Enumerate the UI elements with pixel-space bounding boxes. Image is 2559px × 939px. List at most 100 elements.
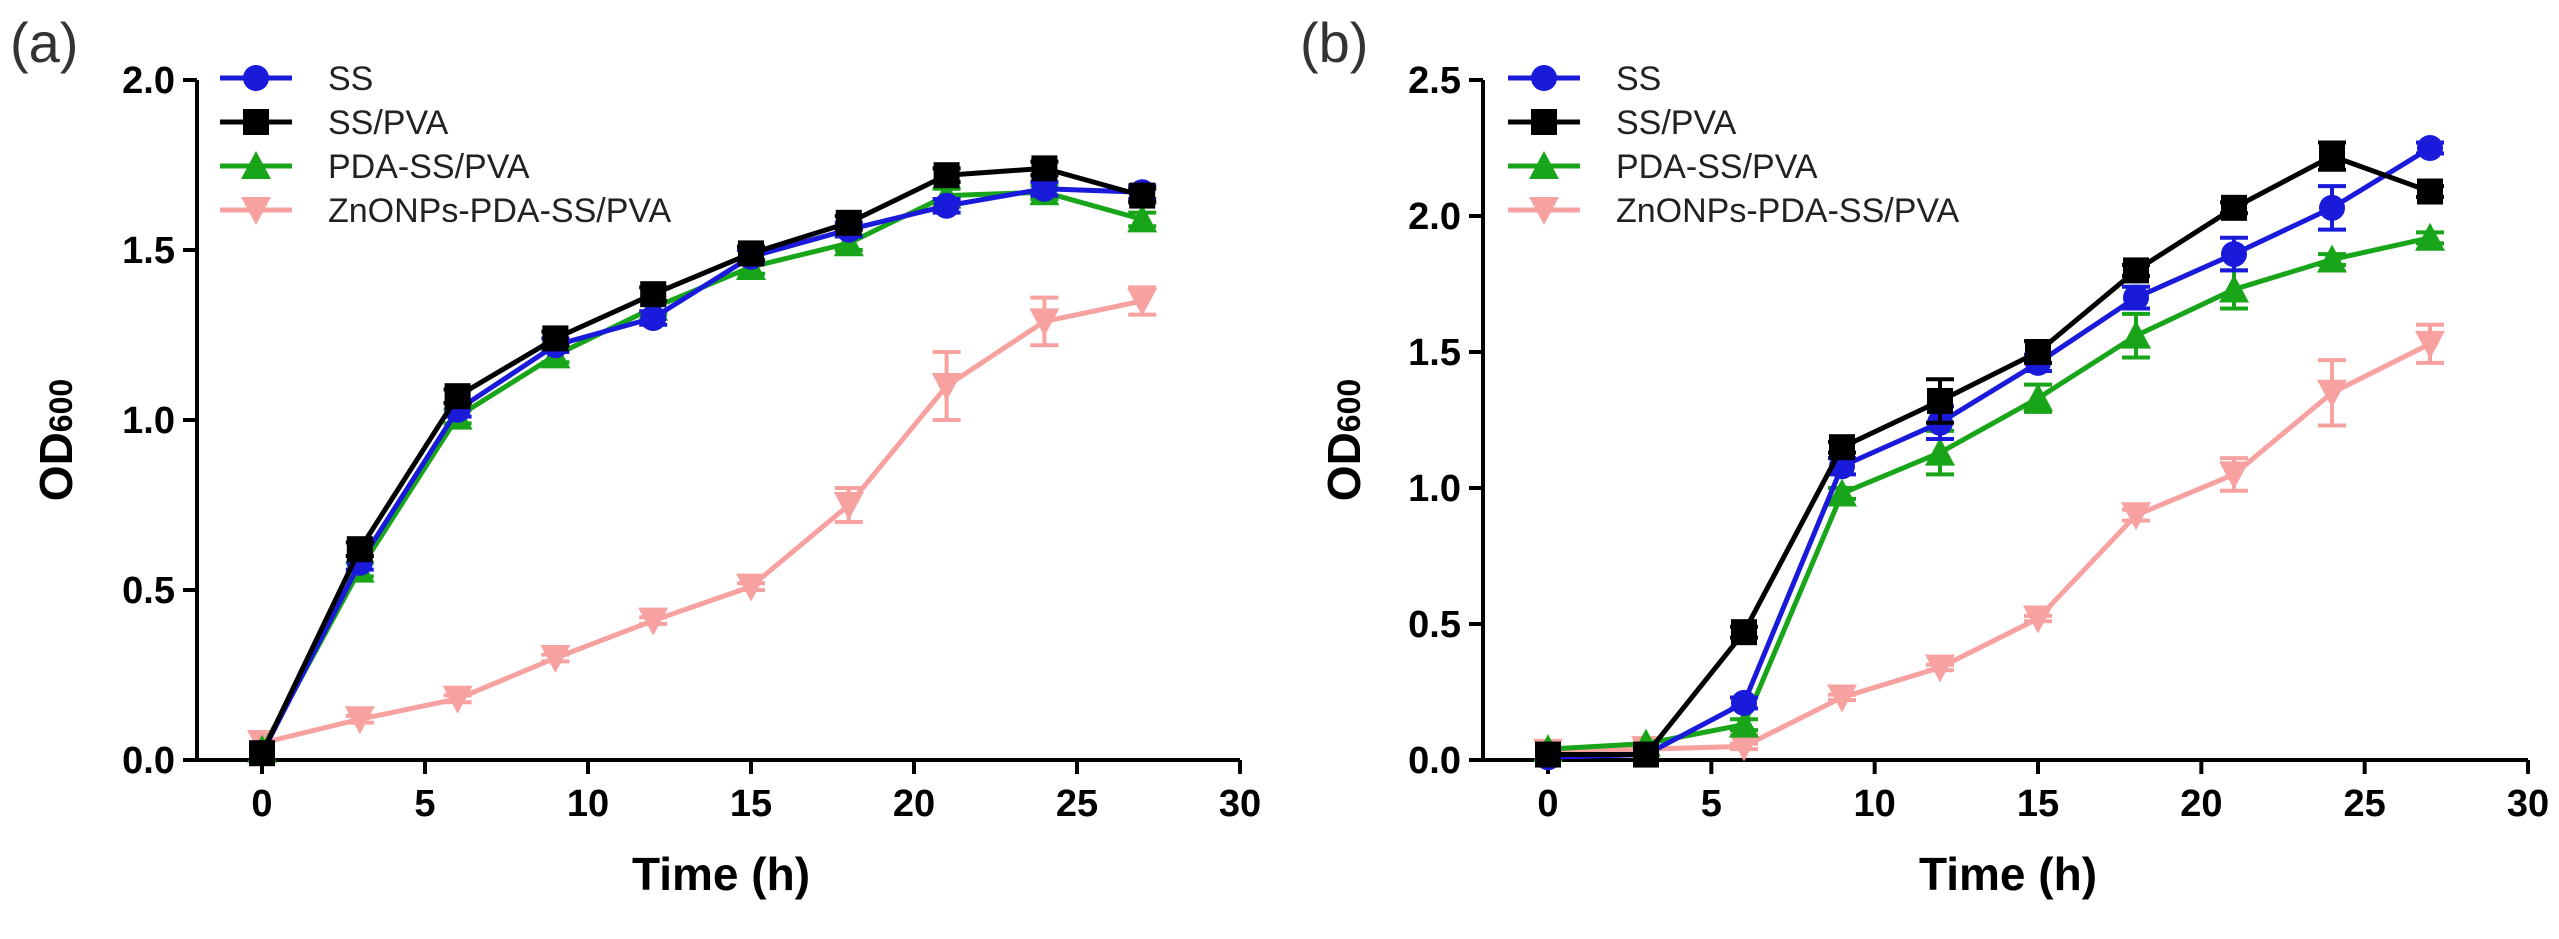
x-tick-label: 30 xyxy=(2507,783,2549,825)
panel-label: (b) xyxy=(1300,11,1368,74)
data-point xyxy=(2415,222,2445,251)
data-point xyxy=(1127,288,1158,316)
data-point xyxy=(1535,741,1561,768)
data-point xyxy=(2121,502,2151,531)
data-point xyxy=(736,573,766,602)
data-point xyxy=(1031,175,1058,202)
legend-entry: PDA-SS/PVA xyxy=(1616,148,1818,186)
y-axis-title-sub: 600 xyxy=(1331,379,1367,432)
y-tick-label: 2.0 xyxy=(122,60,175,102)
legend-marker xyxy=(241,151,271,179)
x-tick-label: 15 xyxy=(730,783,772,825)
data-point xyxy=(1927,387,1953,414)
y-axis-title: OD600 xyxy=(30,379,82,501)
data-point xyxy=(1731,689,1757,716)
legend-marker xyxy=(1529,197,1559,225)
legend-entry: SS/PVA xyxy=(1616,104,1737,142)
panel-label: (a) xyxy=(10,11,78,74)
series-line xyxy=(1547,235,2431,752)
x-tick-label: 0 xyxy=(1537,783,1558,825)
series-pda-ss-pva xyxy=(247,177,1158,763)
data-point xyxy=(2317,379,2347,408)
chart-panel-a: (a) 0.0 0.5 1.0 1.5 2.0 0 5 10 15 20 25 30 Time (h) OD… xyxy=(10,11,1261,900)
legend-entry: SS/PVA xyxy=(328,104,449,142)
x-tick-label: 5 xyxy=(1701,783,1722,825)
data-point xyxy=(346,536,373,563)
data-point xyxy=(2319,143,2345,170)
data-point xyxy=(2319,194,2345,221)
data-point xyxy=(1925,654,1955,683)
data-point xyxy=(442,685,473,714)
data-point xyxy=(1731,619,1757,646)
y-tick-label: 1.0 xyxy=(1408,468,1461,510)
data-point xyxy=(2415,330,2445,359)
legend-entry: PDA-SS/PVA xyxy=(328,148,530,186)
series-ss xyxy=(1535,135,2444,771)
data-point xyxy=(2417,178,2443,205)
data-point xyxy=(2023,383,2053,412)
y-tick-label: 2.5 xyxy=(1408,60,1461,102)
legend-marker xyxy=(243,109,269,135)
y-tick-label: 0.0 xyxy=(122,740,175,782)
series-line xyxy=(261,298,1143,746)
data-point xyxy=(2023,605,2053,634)
y-tick-label: 0.5 xyxy=(122,570,175,612)
y-axis-title-sub: 600 xyxy=(43,379,79,432)
data-point xyxy=(835,209,862,236)
y-axis-title-main: OD xyxy=(1318,432,1370,501)
data-point xyxy=(2219,461,2249,490)
data-point xyxy=(1031,155,1058,182)
x-axis-title: Time (h) xyxy=(632,848,810,900)
x-tick-label: 15 xyxy=(2017,783,2059,825)
data-point xyxy=(540,645,571,673)
legend-marker xyxy=(1531,65,1557,91)
x-tick-label: 30 xyxy=(1219,783,1261,825)
data-point xyxy=(1827,478,1857,507)
x-tick-label: 20 xyxy=(2180,783,2222,825)
data-point xyxy=(738,240,764,267)
data-point xyxy=(1129,182,1156,209)
legend-entry: ZnONPs-PDA-SS/PVA xyxy=(1616,192,1960,230)
data-point xyxy=(542,325,569,352)
series-ss xyxy=(249,175,1157,767)
series-ss-pva xyxy=(1535,140,2444,768)
series-line xyxy=(259,165,1143,755)
y-tick-label: 1.0 xyxy=(122,400,175,442)
x-axis-title: Time (h) xyxy=(1919,848,2097,900)
legend-marker xyxy=(241,197,271,225)
data-point xyxy=(344,706,375,735)
data-point xyxy=(1925,437,1955,466)
data-point xyxy=(2417,135,2443,161)
x-tick-label: 5 xyxy=(414,783,435,825)
data-point xyxy=(1633,741,1659,768)
data-point xyxy=(249,740,275,767)
x-tick-label: 0 xyxy=(251,783,272,825)
data-point xyxy=(833,492,864,520)
series-line xyxy=(1548,153,2431,758)
data-point xyxy=(1729,709,1759,738)
data-point xyxy=(1827,684,1857,713)
data-point xyxy=(2221,194,2247,221)
data-point xyxy=(2221,241,2247,268)
y-tick-label: 2.0 xyxy=(1408,196,1461,238)
data-point xyxy=(931,373,962,401)
data-point xyxy=(638,607,669,636)
series-znonps-pda-ss-pva xyxy=(247,285,1158,758)
legend-entry: SS xyxy=(1616,60,1661,98)
series-line xyxy=(259,186,1143,755)
data-point xyxy=(2219,274,2249,303)
data-point xyxy=(640,305,667,331)
data-point xyxy=(1127,204,1158,233)
series-ss-pva xyxy=(249,155,1157,767)
y-tick-label: 0.0 xyxy=(1408,740,1461,782)
data-point xyxy=(640,281,667,308)
data-point xyxy=(2123,257,2149,284)
series-line xyxy=(1547,145,2432,760)
legend-marker xyxy=(1529,151,1559,179)
x-tick-label: 10 xyxy=(1854,783,1896,825)
chart-panel-b: (b) 0.0 0.5 1.0 1.5 2.0 2.5 0 5 10 15 20 25 30 Time (h… xyxy=(1300,11,2549,900)
data-point xyxy=(933,162,960,189)
legend: SS SS/PVA PDA-SS/PVA ZnONPs-PDA-SS/PVA xyxy=(1508,60,1960,230)
legend: SS SS/PVA PDA-SS/PVA ZnONPs-PDA-SS/PVA xyxy=(220,60,672,230)
legend-marker xyxy=(243,65,269,91)
